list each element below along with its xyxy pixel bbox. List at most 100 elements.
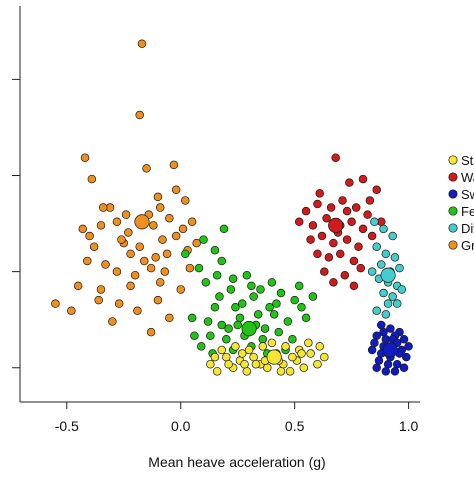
legend-marker: [448, 206, 458, 216]
data-point: [212, 367, 222, 376]
data-point: [397, 285, 407, 294]
data-point: [288, 335, 297, 344]
data-point: [137, 39, 147, 49]
data-point: [326, 203, 336, 212]
data-point: [178, 224, 188, 234]
data-point: [238, 349, 247, 358]
data-point: [165, 213, 174, 223]
data-point: [294, 217, 304, 227]
data-point: [345, 178, 354, 187]
data-point: [158, 235, 167, 244]
data-point: [395, 263, 404, 273]
data-point: [288, 352, 297, 362]
data-point: [299, 363, 309, 373]
legend-marker: [448, 189, 458, 199]
legend-label: Fe: [461, 204, 474, 219]
data-point: [96, 221, 106, 230]
data-point: [372, 185, 381, 195]
centroid-point: [266, 349, 282, 365]
data-point: [121, 210, 131, 219]
data-point: [379, 224, 388, 234]
data-point: [181, 196, 190, 205]
data-point: [276, 288, 286, 298]
data-point: [354, 242, 363, 251]
data-point: [256, 285, 265, 294]
data-point: [269, 310, 279, 319]
legend-label: Sw: [461, 187, 474, 202]
data-point: [171, 185, 181, 195]
data-point: [249, 292, 258, 301]
centroid-point: [134, 214, 150, 230]
data-point: [315, 342, 324, 351]
data-point: [210, 302, 220, 312]
data-point: [320, 352, 329, 362]
data-point: [165, 313, 174, 323]
data-point: [340, 270, 350, 280]
data-point: [206, 331, 215, 340]
data-point: [320, 267, 329, 276]
data-point: [96, 285, 106, 294]
legend: Sta Wa Sw Fe Div Gr: [448, 153, 474, 253]
data-point: [377, 320, 386, 330]
data-point: [331, 153, 340, 162]
data-point: [363, 210, 372, 219]
data-point: [98, 203, 108, 212]
data-point: [390, 367, 400, 376]
legend-label: Sta: [461, 153, 474, 168]
data-point: [335, 249, 345, 259]
data-point: [153, 192, 163, 202]
data-point: [324, 253, 334, 262]
data-point: [386, 324, 395, 333]
data-point: [135, 110, 144, 120]
data-point: [297, 349, 306, 358]
data-point: [358, 174, 368, 184]
data-point: [124, 228, 133, 237]
data-point: [342, 235, 352, 244]
data-point: [342, 206, 352, 216]
data-point: [356, 263, 366, 273]
data-point: [285, 367, 295, 376]
data-point: [228, 274, 238, 284]
data-point: [390, 253, 400, 262]
data-point: [233, 320, 242, 330]
data-point: [151, 253, 160, 262]
data-point: [365, 196, 375, 205]
data-point: [402, 352, 411, 362]
data-point: [78, 224, 87, 234]
data-point: [351, 203, 361, 212]
data-point: [206, 359, 215, 369]
data-point: [377, 260, 386, 269]
data-point: [222, 335, 231, 344]
data-point: [235, 313, 245, 323]
data-point: [301, 206, 311, 216]
data-point: [313, 199, 322, 209]
data-point: [258, 342, 268, 351]
data-point: [367, 267, 377, 276]
data-point: [217, 345, 226, 355]
data-point: [153, 295, 163, 305]
legend-marker: [448, 172, 458, 182]
data-point: [140, 256, 149, 266]
data-point: [388, 231, 397, 241]
data-point: [290, 295, 299, 305]
data-point: [149, 221, 158, 230]
data-point: [226, 285, 236, 294]
data-point: [381, 249, 391, 259]
data-point: [370, 217, 379, 227]
data-point: [196, 342, 206, 351]
data-point: [192, 238, 201, 248]
data-point: [89, 242, 99, 251]
data-point: [51, 299, 60, 308]
legend-label: Wa: [461, 170, 474, 185]
data-points: [51, 39, 413, 376]
data-point: [215, 292, 224, 301]
data-point: [306, 349, 315, 358]
data-point: [187, 313, 197, 323]
data-point: [133, 306, 142, 316]
data-point: [222, 352, 231, 362]
data-point: [85, 231, 94, 241]
data-point: [399, 335, 409, 344]
data-point: [203, 317, 213, 326]
data-point: [219, 224, 229, 234]
data-point: [83, 256, 92, 266]
